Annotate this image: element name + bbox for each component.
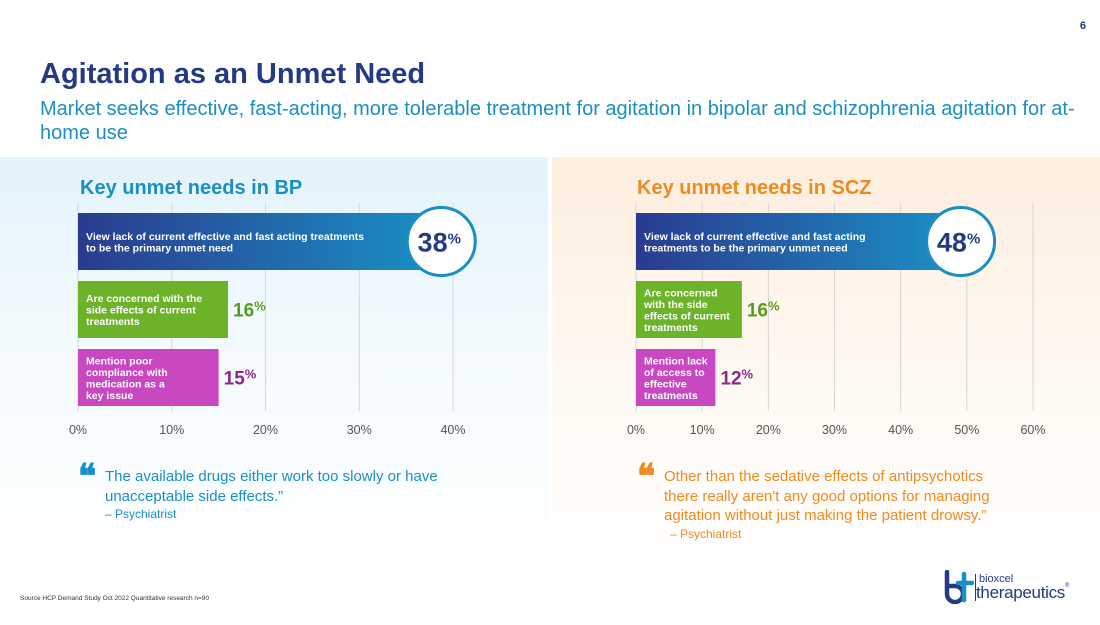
bar [78, 281, 228, 338]
data-label: 12% [720, 367, 753, 390]
bp-quote-text: The available drugs either work too slow… [105, 468, 438, 505]
data-label: 38% [418, 228, 461, 258]
x-tick-label: 0% [69, 423, 87, 437]
bp-panel: Key unmet needs in BP 0% 10% 20% 30% 40% View… [0, 157, 548, 570]
bar [78, 213, 435, 270]
bar-label: Mention lack of access to effective treatme… [644, 355, 708, 402]
bp-chart: 0% 10% 20% 30% 40% View lack of current effec… [30, 203, 500, 453]
bp-quote-attribution: – Psychiatrist [105, 507, 177, 521]
bar-label: View lack of current effective and fast … [644, 231, 866, 255]
bar [636, 281, 742, 338]
data-label: 16% [747, 299, 780, 322]
bar [636, 213, 954, 270]
x-tick-label: 30% [347, 423, 372, 437]
logo-wordmark-text: therapeutics [976, 583, 1066, 602]
data-label: 15% [224, 367, 257, 390]
scz-panel: Key unmet needs in SCZ 0% 10% 20% 30% 40% 50%… [552, 157, 1100, 570]
scz-chart: 0% 10% 20% 30% 40% 50% 60% View lack of current… [592, 203, 1062, 453]
bar [636, 349, 716, 406]
value-circle [405, 206, 477, 277]
page-number: 6 [1079, 20, 1086, 32]
bar-label: View lack of current effective and fast … [86, 231, 364, 255]
bp-quote-mark: ❝ [78, 459, 97, 496]
bar [78, 349, 219, 406]
data-label: 16% [233, 299, 266, 322]
bt-logo-mark-icon [944, 570, 974, 604]
logo-registered-mark: ® [1065, 583, 1070, 589]
page-title: Agitation as an Unmet Need [40, 58, 426, 90]
scz-quote-mark: ❝ [637, 459, 656, 496]
value-circle [925, 206, 997, 277]
x-tick-label: 0% [627, 423, 645, 437]
scz-panel-title: Key unmet needs in SCZ [637, 177, 872, 199]
logo-wordmark-big: therapeutics® [976, 583, 1069, 603]
source-note: Source HCP Demand Study Oct 2022 Quantit… [20, 595, 210, 602]
scz-bar-chart: 0% 10% 20% 30% 40% 50% 60% View lack of current… [627, 203, 1046, 437]
scz-quote-text: Other than the sedative effects of antip… [664, 468, 990, 524]
bp-panel-title: Key unmet needs in BP [80, 177, 303, 199]
logo-wordmark-small: bioxcel [979, 573, 1014, 585]
scz-quote: ❝ Other than the sedative effects of ant… [637, 461, 1017, 542]
bp-bar-chart: 0% 10% 20% 30% 40% View lack of current effec… [69, 203, 477, 437]
x-tick-label: 10% [690, 423, 715, 437]
x-tick-label: 30% [822, 423, 847, 437]
logo-separator [975, 574, 976, 601]
page-subtitle: Market seeks effective, fast-acting, mor… [40, 98, 1075, 144]
bp-quote: ❝ The available drugs either work too sl… [78, 461, 473, 522]
x-tick-label: 10% [159, 423, 184, 437]
x-tick-label: 20% [756, 423, 781, 437]
bar-label: Are concerned with the side effects of cu… [86, 293, 202, 328]
bar-label: Mention poor compliance with medication as… [86, 355, 168, 402]
scz-quote-attribution: – Psychiatrist [670, 526, 742, 541]
bar-label: Are concerned with the side effects of cur… [643, 287, 730, 334]
x-tick-label: 20% [253, 423, 278, 437]
x-tick-label: 40% [440, 423, 465, 437]
x-tick-label: 50% [954, 423, 979, 437]
x-tick-label: 40% [888, 423, 913, 437]
company-logo: bioxcel therapeutics® [944, 570, 1089, 606]
x-tick-label: 60% [1020, 423, 1045, 437]
